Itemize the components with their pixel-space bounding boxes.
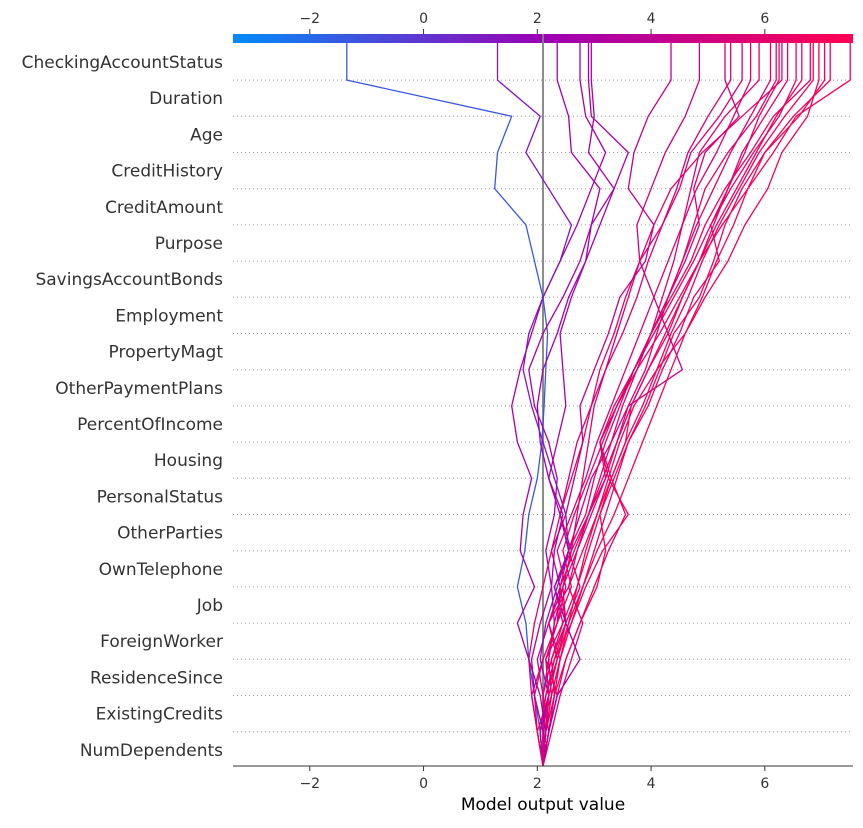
feature-label: PercentOfIncome <box>77 415 223 435</box>
top-tick-label: 2 <box>533 11 542 27</box>
feature-label: Purpose <box>155 234 223 254</box>
feature-label: Job <box>196 596 223 616</box>
decision-line <box>542 38 752 766</box>
feature-labels: CheckingAccountStatus Duration Age CreditHi… <box>22 53 224 761</box>
x-tick-label: 4 <box>647 776 656 792</box>
decision-line <box>536 38 732 767</box>
feature-label: OtherPaymentPlans <box>55 379 223 399</box>
feature-label: Duration <box>149 89 223 109</box>
decision-line <box>346 38 549 767</box>
decision-line <box>542 38 797 767</box>
x-tick-label: 6 <box>760 776 769 792</box>
decision-line <box>530 38 615 766</box>
decision-line <box>542 38 772 767</box>
feature-label: PersonalStatus <box>97 487 224 507</box>
x-tick-label: −2 <box>299 776 320 792</box>
decision-line <box>511 38 607 767</box>
feature-label: PropertyMagt <box>109 343 224 363</box>
decision-lines <box>346 34 851 767</box>
top-tick-label: 0 <box>419 11 428 27</box>
feature-label: SavingsAccountBonds <box>35 270 223 290</box>
decision-line <box>496 38 573 767</box>
top-tick-label: 4 <box>647 11 656 27</box>
feature-label: Employment <box>115 306 223 326</box>
gridlines <box>233 79 853 733</box>
decision-line <box>542 38 789 767</box>
decision-line <box>539 38 701 767</box>
feature-label: CreditAmount <box>105 198 223 218</box>
x-axis-title: Model output value <box>461 795 625 815</box>
decision-line <box>539 38 820 767</box>
decision-line <box>536 38 601 767</box>
feature-label: ForeignWorker <box>100 632 223 652</box>
top-tick-label: −2 <box>299 11 320 27</box>
x-tick-label: 0 <box>419 776 428 792</box>
feature-label: NumDependents <box>80 741 223 761</box>
decision-line <box>542 38 740 767</box>
decision-line <box>539 38 780 767</box>
decision-line <box>536 38 831 767</box>
feature-label: ResidenceSince <box>90 668 223 688</box>
feature-label: Age <box>190 125 223 145</box>
feature-label: CheckingAccountStatus <box>22 53 224 73</box>
feature-label: OtherParties <box>117 524 223 544</box>
decision-line <box>542 38 760 767</box>
decision-line <box>542 38 826 767</box>
feature-label: ExistingCredits <box>96 705 223 725</box>
decision-line <box>542 38 777 767</box>
feature-label: CreditHistory <box>111 162 223 182</box>
x-tick-label: 2 <box>533 776 542 792</box>
top-tick-label: 6 <box>760 11 769 27</box>
decision-line <box>542 38 814 767</box>
feature-label: OwnTelephone <box>99 560 223 580</box>
x-axis: −2 −2 0 0 2 2 4 4 6 6 <box>233 11 853 792</box>
feature-label: Housing <box>154 451 223 471</box>
